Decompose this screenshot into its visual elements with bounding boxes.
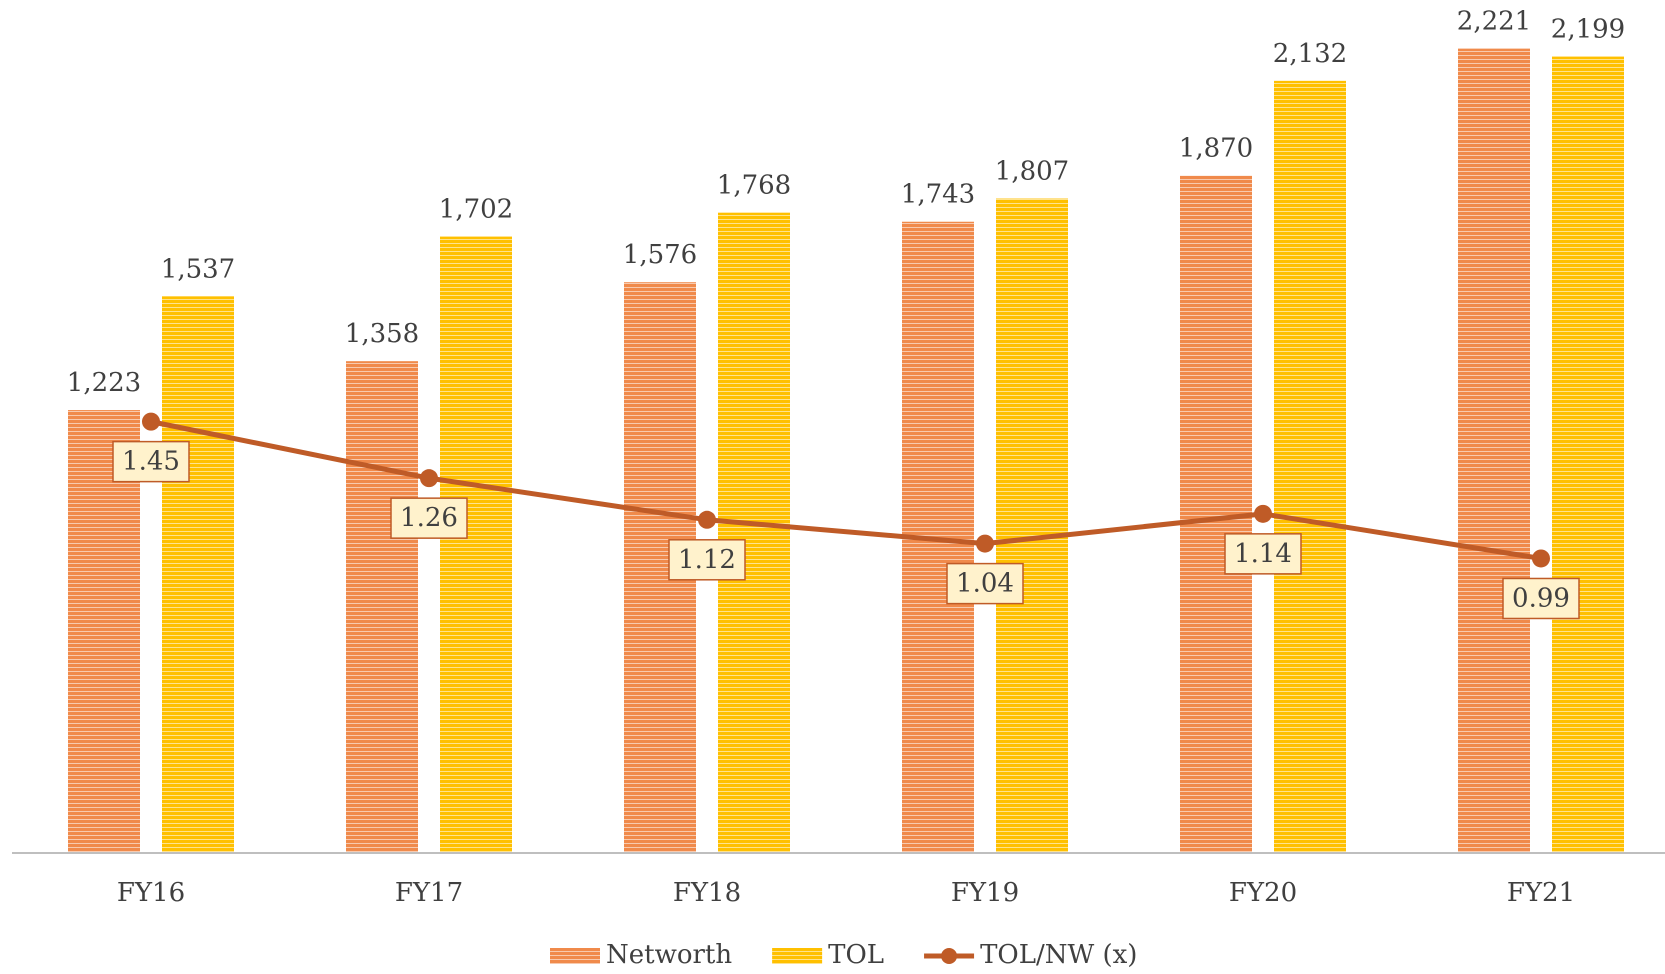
x-tick-label: FY16 [117, 878, 185, 908]
legend-swatch [941, 948, 958, 964]
data-label: 1,576 [623, 240, 697, 270]
line-point [1254, 504, 1272, 523]
legend-label: Networth [606, 940, 732, 970]
data-label-box [390, 497, 468, 539]
data-label: 1,358 [345, 319, 419, 349]
data-label: 1,223 [67, 368, 141, 398]
line-point [698, 510, 716, 529]
data-label-box [112, 440, 190, 483]
legend-swatch [772, 948, 823, 964]
x-tick-label: FY19 [951, 878, 1019, 908]
data-label: 1.12 [678, 545, 736, 575]
data-label: 1.45 [122, 447, 180, 477]
data-label: 2,199 [1551, 15, 1625, 45]
legend-label: TOL/NW (x) [980, 940, 1137, 970]
bar [440, 236, 512, 853]
line-point [976, 534, 994, 553]
bar [68, 410, 140, 853]
bar [1274, 80, 1346, 853]
data-label: 1,702 [439, 195, 513, 225]
legend-label: TOL [828, 940, 884, 970]
data-label-box [668, 539, 746, 581]
line-point [142, 412, 160, 431]
data-label-box [1502, 577, 1580, 620]
bar [718, 212, 790, 854]
x-tick-label: FY20 [1229, 878, 1297, 908]
bar [346, 361, 418, 853]
bar [996, 198, 1068, 853]
bar [1458, 48, 1530, 853]
data-label-box [1224, 533, 1302, 575]
line-point [420, 469, 438, 488]
x-tick-label: FY21 [1507, 878, 1575, 908]
bar [162, 296, 234, 853]
data-label: 2,132 [1273, 39, 1347, 69]
data-label: 2,221 [1457, 7, 1531, 37]
data-label: 0.99 [1512, 583, 1570, 613]
line-point [1532, 549, 1550, 568]
x-tick-label: FY17 [395, 878, 463, 908]
data-label: 1,537 [161, 254, 235, 284]
data-label: 1.04 [956, 569, 1014, 599]
data-label: 1,743 [901, 180, 975, 210]
data-label: 1.14 [1234, 539, 1292, 569]
legend-swatch [550, 948, 600, 964]
data-label: 1,870 [1179, 134, 1253, 164]
x-tick-label: FY18 [673, 878, 741, 908]
bar [1552, 56, 1624, 853]
data-label-box [946, 562, 1024, 605]
line [150, 419, 1542, 561]
data-label: 1,807 [995, 157, 1069, 187]
data-label: 1.26 [400, 503, 458, 533]
data-label: 1,768 [717, 171, 791, 201]
